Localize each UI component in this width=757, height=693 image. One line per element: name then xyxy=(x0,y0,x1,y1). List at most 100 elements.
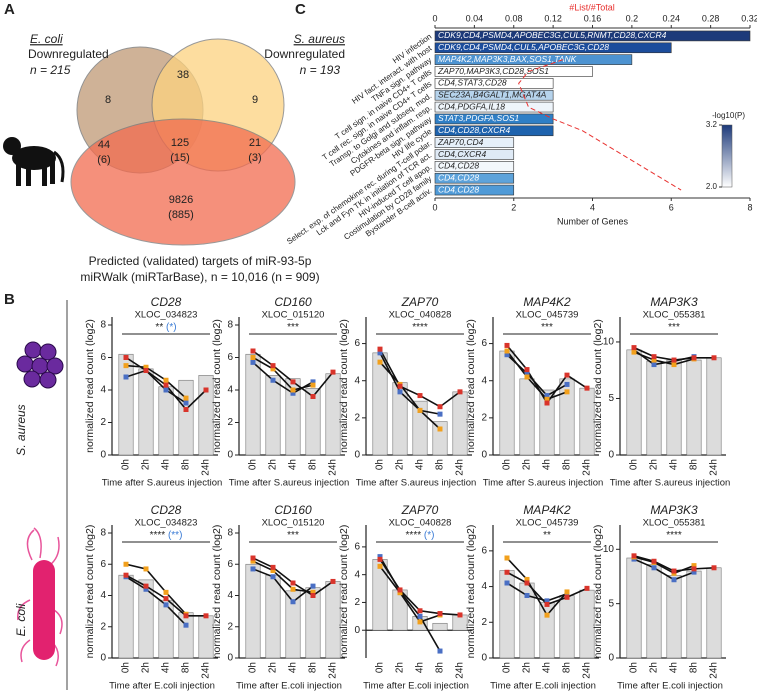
subtitle: XLOC_045739 xyxy=(516,310,579,321)
set-subtitle: Downregulated xyxy=(28,47,109,61)
subtitle: XLOC_015120 xyxy=(262,518,325,529)
point xyxy=(504,580,510,586)
y-axis-title: normalized read count (log2) xyxy=(84,319,96,453)
subtitle: XLOC_040828 xyxy=(389,310,452,321)
point xyxy=(651,558,657,564)
bar xyxy=(198,375,214,456)
point xyxy=(564,381,570,387)
stars: **** xyxy=(412,322,428,333)
point xyxy=(250,355,256,360)
point xyxy=(691,566,697,572)
monkey-icon xyxy=(3,137,65,186)
point xyxy=(310,394,316,399)
y-tick-label: 0 xyxy=(100,653,106,664)
x-tick-label: 24h xyxy=(582,662,593,679)
point xyxy=(250,359,256,365)
x-tick-label: 24h xyxy=(455,459,466,476)
point xyxy=(270,574,276,580)
significance: **** (*) xyxy=(406,530,435,541)
point xyxy=(183,400,189,406)
x-axis-title: Time after S.aureus injection xyxy=(229,478,350,489)
x-tick-label: 0h xyxy=(375,662,386,673)
point xyxy=(270,366,276,372)
bar xyxy=(178,379,194,456)
y-tick-label: 2 xyxy=(354,597,360,608)
set-n: n = 193 xyxy=(300,63,341,77)
x2-tick-label: 0.12 xyxy=(544,13,562,23)
x-tick-label: 0h xyxy=(502,459,513,470)
x-axis-title: Time after S.aureus injection xyxy=(610,478,731,489)
bar xyxy=(626,349,642,456)
point xyxy=(123,572,129,578)
x-tick-label: 8h xyxy=(308,459,319,470)
point xyxy=(183,622,189,628)
bar xyxy=(519,378,535,456)
point xyxy=(504,342,510,348)
point xyxy=(691,355,697,361)
bar xyxy=(434,54,633,65)
y-tick-label: 8 xyxy=(227,528,233,539)
colorbar xyxy=(721,124,733,188)
point xyxy=(290,580,296,586)
point xyxy=(250,566,256,572)
x-tick-label: 24h xyxy=(709,662,720,679)
bar xyxy=(434,78,554,89)
bar xyxy=(686,359,702,456)
x-axis-title: Time after E.coli injection xyxy=(236,681,342,692)
bar xyxy=(706,357,722,456)
chart-title: CD28 xyxy=(151,503,182,517)
caption: miRWalk (miRTarBase), n = 10,016 (n = 90… xyxy=(80,270,319,284)
x-tick-label: 0h xyxy=(629,459,640,470)
y-tick-label: 2 xyxy=(481,412,487,423)
region-validated: (885) xyxy=(168,209,194,221)
x-tick-label: 24h xyxy=(582,459,593,476)
point xyxy=(671,577,677,583)
x-axis-title: Time after E.coli injection xyxy=(363,681,469,692)
y-tick-label: 4 xyxy=(354,375,360,386)
ratio-line xyxy=(518,59,682,191)
stars: *** xyxy=(668,322,680,333)
x-axis-title: Number of Genes xyxy=(557,216,629,226)
region-count: 9826 xyxy=(169,194,193,206)
series-line xyxy=(506,350,568,401)
colorbar-title: -log10(P) xyxy=(712,111,745,120)
stars: **** xyxy=(666,530,682,541)
point xyxy=(437,411,443,417)
x-tick-label: 0h xyxy=(121,459,132,470)
y-tick-label: 2 xyxy=(227,417,233,428)
region-count: 9 xyxy=(252,94,258,106)
point xyxy=(631,553,637,559)
point xyxy=(564,589,570,595)
panel-label: C xyxy=(295,1,306,18)
bar xyxy=(434,101,554,113)
bar xyxy=(434,66,593,77)
chart-title: MAP4K2 xyxy=(523,503,571,517)
point xyxy=(651,357,657,363)
y-tick-label: 4 xyxy=(100,385,106,396)
x-tick-label: 0h xyxy=(248,459,259,470)
x-tick-label: 4h xyxy=(415,459,426,470)
bar xyxy=(245,563,261,659)
point xyxy=(671,568,677,574)
set-subtitle: Downregulated xyxy=(264,47,345,61)
colorbar-tick-label: 2.0 xyxy=(706,182,718,191)
point xyxy=(504,348,510,354)
point xyxy=(631,349,637,355)
point xyxy=(631,345,637,351)
x-tick-label: 24h xyxy=(201,459,212,476)
venn-labels: E. coli Downregulated n = 215 S. aureus … xyxy=(28,32,345,284)
y-tick-label: 6 xyxy=(227,559,233,570)
point xyxy=(377,556,383,562)
significance: *** xyxy=(287,322,299,333)
bar xyxy=(499,350,515,456)
x-tick-label: 4h xyxy=(669,662,680,673)
bar-label: STAT3,PDGFA,SOS1 xyxy=(438,113,520,123)
y-tick-label: 2 xyxy=(100,417,106,428)
x-tick-label: 8h xyxy=(562,459,573,470)
set-name: S. aureus xyxy=(294,32,345,46)
point xyxy=(377,554,383,560)
bar-label: CD4,CD28 xyxy=(438,172,479,182)
point xyxy=(377,346,383,352)
point xyxy=(377,350,383,356)
y-tick-label: 6 xyxy=(354,338,360,349)
